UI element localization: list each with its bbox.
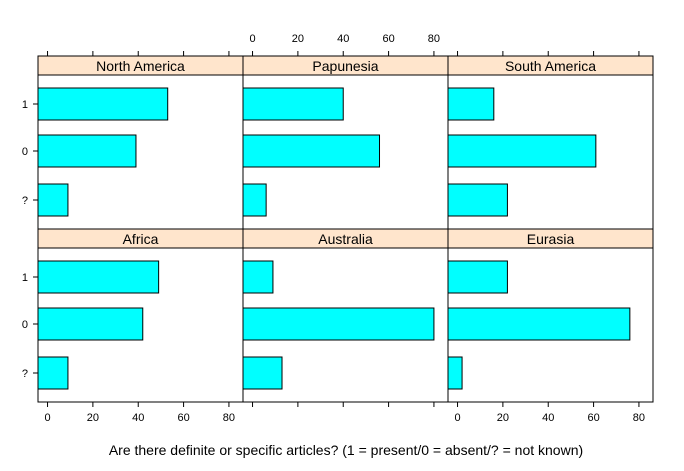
bar (447, 183, 508, 217)
x-tick-label-top: 80 (428, 33, 440, 45)
x-tick-label-bottom: 0 (44, 412, 50, 424)
bar (447, 134, 597, 168)
panel: South America (447, 55, 654, 230)
panel-title: Australia (318, 231, 373, 247)
bar (37, 307, 144, 341)
x-tick-label-bottom: 60 (587, 412, 599, 424)
x-tick-label-top: 20 (292, 33, 304, 45)
y-tick-label: 1 (22, 272, 28, 284)
bar (242, 307, 435, 341)
panel-title: Papunesia (312, 58, 378, 74)
x-tick-label-top: 40 (337, 33, 349, 45)
x-tick-label-bottom: 40 (542, 412, 554, 424)
bar (37, 87, 169, 121)
panel: Australia (242, 228, 449, 403)
bar (242, 183, 267, 217)
bar (37, 356, 69, 390)
bar (447, 87, 495, 121)
bar (242, 134, 381, 168)
y-tick-label: 0 (22, 319, 28, 331)
x-axis-label: Are there definite or specific articles?… (109, 442, 583, 458)
x-tick-label-top: 60 (382, 33, 394, 45)
bar (447, 307, 631, 341)
panel-title: Africa (123, 231, 159, 247)
x-tick-label-bottom: 80 (223, 412, 235, 424)
y-tick-label: 0 (22, 146, 28, 158)
bar (242, 87, 344, 121)
bar (37, 183, 69, 217)
panel: Africa (37, 228, 244, 403)
panel-title: South America (505, 58, 596, 74)
y-tick-label: ? (22, 195, 28, 207)
panel: Eurasia (447, 228, 654, 403)
panel-title: Eurasia (527, 231, 575, 247)
bar (447, 356, 463, 390)
x-tick-label-top: 0 (249, 33, 255, 45)
axes-layer: 1 0? 1 0? 0 20 40 60 80 0 20 40 60 80 0 20 40 60 80 (22, 33, 645, 424)
x-tick-label-bottom: 60 (177, 412, 189, 424)
panels-layer: North America Papunesia South America Afric… (37, 55, 654, 403)
y-tick-label: 1 (22, 99, 28, 111)
panel: North America (37, 55, 244, 230)
bar (242, 356, 283, 390)
bar (37, 134, 137, 168)
panel: Papunesia (242, 55, 449, 230)
bar (242, 260, 274, 294)
bar (37, 260, 160, 294)
x-tick-label-bottom: 40 (132, 412, 144, 424)
bar (447, 260, 508, 294)
x-tick-label-bottom: 0 (454, 412, 460, 424)
y-tick-label: ? (22, 368, 28, 380)
x-tick-label-bottom: 20 (87, 412, 99, 424)
x-tick-label-bottom: 20 (497, 412, 509, 424)
x-tick-label-bottom: 80 (633, 412, 645, 424)
panel-title: North America (96, 58, 185, 74)
